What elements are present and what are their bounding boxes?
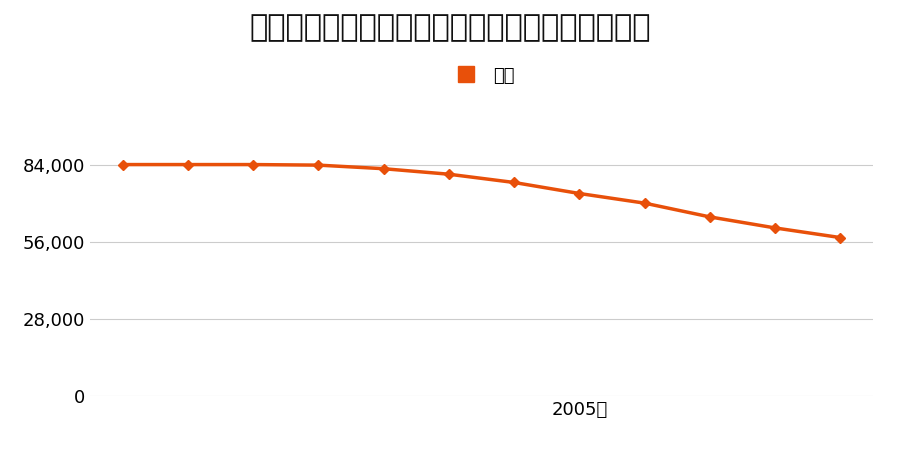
Legend: 価格: 価格 xyxy=(441,59,522,92)
Text: 山形県酒田市山居町１丁目５４番２７の地価推移: 山形県酒田市山居町１丁目５４番２７の地価推移 xyxy=(249,14,651,42)
